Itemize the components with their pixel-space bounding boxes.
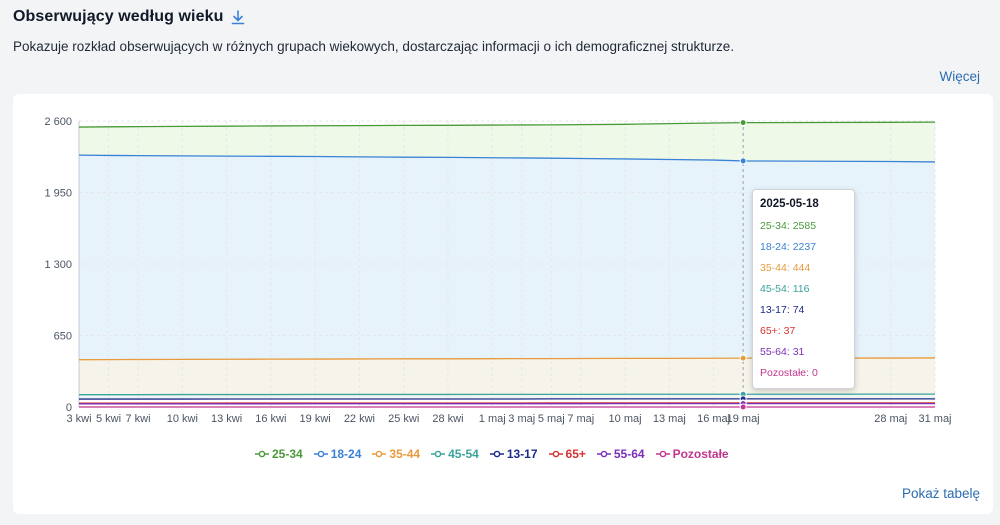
chart-tooltip: 2025-05-18 25-34: 2585 18-24: 2237 35-44: …	[752, 189, 855, 389]
series-line-25-34	[78, 121, 936, 128]
age-chart: 0 650 1 300 1 950 2 600 3 kwi 5 kwi 7 kwi 10 kwi…	[44, 116, 951, 425]
x-tick-label: 19 kwi	[300, 413, 331, 425]
page-title: Obserwujący według wieku	[13, 8, 224, 25]
legend-marker-icon	[489, 450, 504, 458]
x-tick-label: 3 maj	[508, 413, 535, 425]
tooltip-row: 65+: 37	[760, 325, 796, 337]
area-45-54	[79, 394, 935, 400]
tooltip-row: 45-54: 116	[760, 283, 810, 295]
x-tick-label: 13 kwi	[211, 413, 242, 425]
x-tick-label: 1 maj	[479, 413, 506, 425]
x-tick-label: 7 kwi	[126, 413, 151, 425]
series-line-35-44	[78, 357, 936, 361]
y-tick-label: 0	[66, 402, 72, 414]
legend-marker-icon	[255, 450, 269, 458]
legend-marker-icon	[655, 450, 670, 458]
tooltip-row: 55-64: 31	[760, 346, 805, 358]
legend-item[interactable]: 18-24	[313, 447, 362, 461]
legend-item[interactable]: 65+	[548, 447, 586, 461]
legend-item[interactable]: 45-54	[431, 447, 479, 461]
area-35-44	[79, 357, 935, 395]
hover-point-Pozostałe	[739, 403, 747, 411]
hover-point-35-44	[739, 354, 747, 362]
tooltip-row: 25-34: 2585	[760, 220, 817, 232]
x-tick-label: 16 kwi	[255, 413, 286, 425]
x-tick-label: 10 maj	[609, 413, 642, 425]
area-25-34	[79, 122, 935, 162]
legend-item[interactable]: Pozostałe	[655, 447, 729, 461]
legend-item[interactable]: 25-34	[255, 447, 303, 461]
x-tick-label: 31 maj	[918, 413, 951, 425]
hover-point-25-34	[739, 119, 747, 127]
legend-marker-icon	[313, 450, 328, 458]
x-tick-label: 13 maj	[653, 413, 686, 425]
legend-label: 65+	[565, 447, 586, 461]
legend-item[interactable]: 55-64	[596, 447, 645, 461]
more-link[interactable]: Więcej	[939, 69, 980, 84]
show-table-link[interactable]: Pokaż tabelę	[901, 486, 980, 501]
tooltip-row: Pozostałe: 0	[760, 367, 818, 379]
chart-legend: 25-34 18-24 35-44 45-54 13-17 65+ 55-64 Pozosta…	[255, 447, 740, 461]
x-tick-label: 28 kwi	[432, 413, 463, 425]
series-line-45-54	[79, 393, 935, 396]
area-18-24	[79, 155, 935, 360]
legend-item[interactable]: 13-17	[489, 447, 538, 461]
y-tick-label: 1 950	[44, 188, 72, 200]
x-tick-label: 16 maj	[697, 413, 730, 425]
legend-label: 25-34	[272, 447, 303, 461]
tooltip-row: 13-17: 74	[760, 304, 805, 316]
legend-marker-icon	[372, 450, 387, 458]
legend-label: 13-17	[506, 447, 538, 461]
x-tick-label: 10 kwi	[167, 413, 198, 425]
x-tick-label: 5 kwi	[96, 413, 121, 425]
y-tick-label: 2 600	[44, 116, 72, 128]
page-subtitle: Pokazuje rozkład obserwujących w różnych…	[13, 39, 735, 54]
legend-item[interactable]: 35-44	[372, 447, 420, 461]
x-tick-label: 5 maj	[538, 413, 565, 425]
series-line-18-24	[78, 154, 936, 163]
x-tick-label: 7 maj	[567, 413, 594, 425]
legend-marker-icon	[431, 450, 446, 458]
legend-marker-icon	[596, 450, 611, 458]
tooltip-date: 2025-05-18	[760, 198, 819, 210]
x-tick-label: 28 maj	[874, 413, 907, 425]
legend-label: Pozostałe	[672, 447, 729, 461]
legend-label: 55-64	[613, 447, 645, 461]
legend-label: 18-24	[330, 447, 362, 461]
x-tick-label: 25 kwi	[388, 413, 419, 425]
tooltip-row: 35-44: 444	[760, 262, 811, 274]
hover-point-18-24	[739, 157, 747, 165]
legend-label: 45-54	[448, 447, 479, 461]
legend-marker-icon	[548, 450, 563, 458]
x-tick-label: 3 kwi	[66, 413, 91, 425]
header: Obserwujący według wieku	[13, 8, 245, 26]
y-tick-label: 1 300	[44, 259, 72, 271]
tooltip-row: 18-24: 2237	[760, 241, 817, 253]
legend-label: 35-44	[389, 447, 421, 461]
download-icon[interactable]	[231, 9, 245, 25]
x-tick-label: 19 maj	[727, 413, 760, 425]
x-tick-label: 22 kwi	[344, 413, 375, 425]
y-tick-label: 650	[54, 331, 72, 343]
